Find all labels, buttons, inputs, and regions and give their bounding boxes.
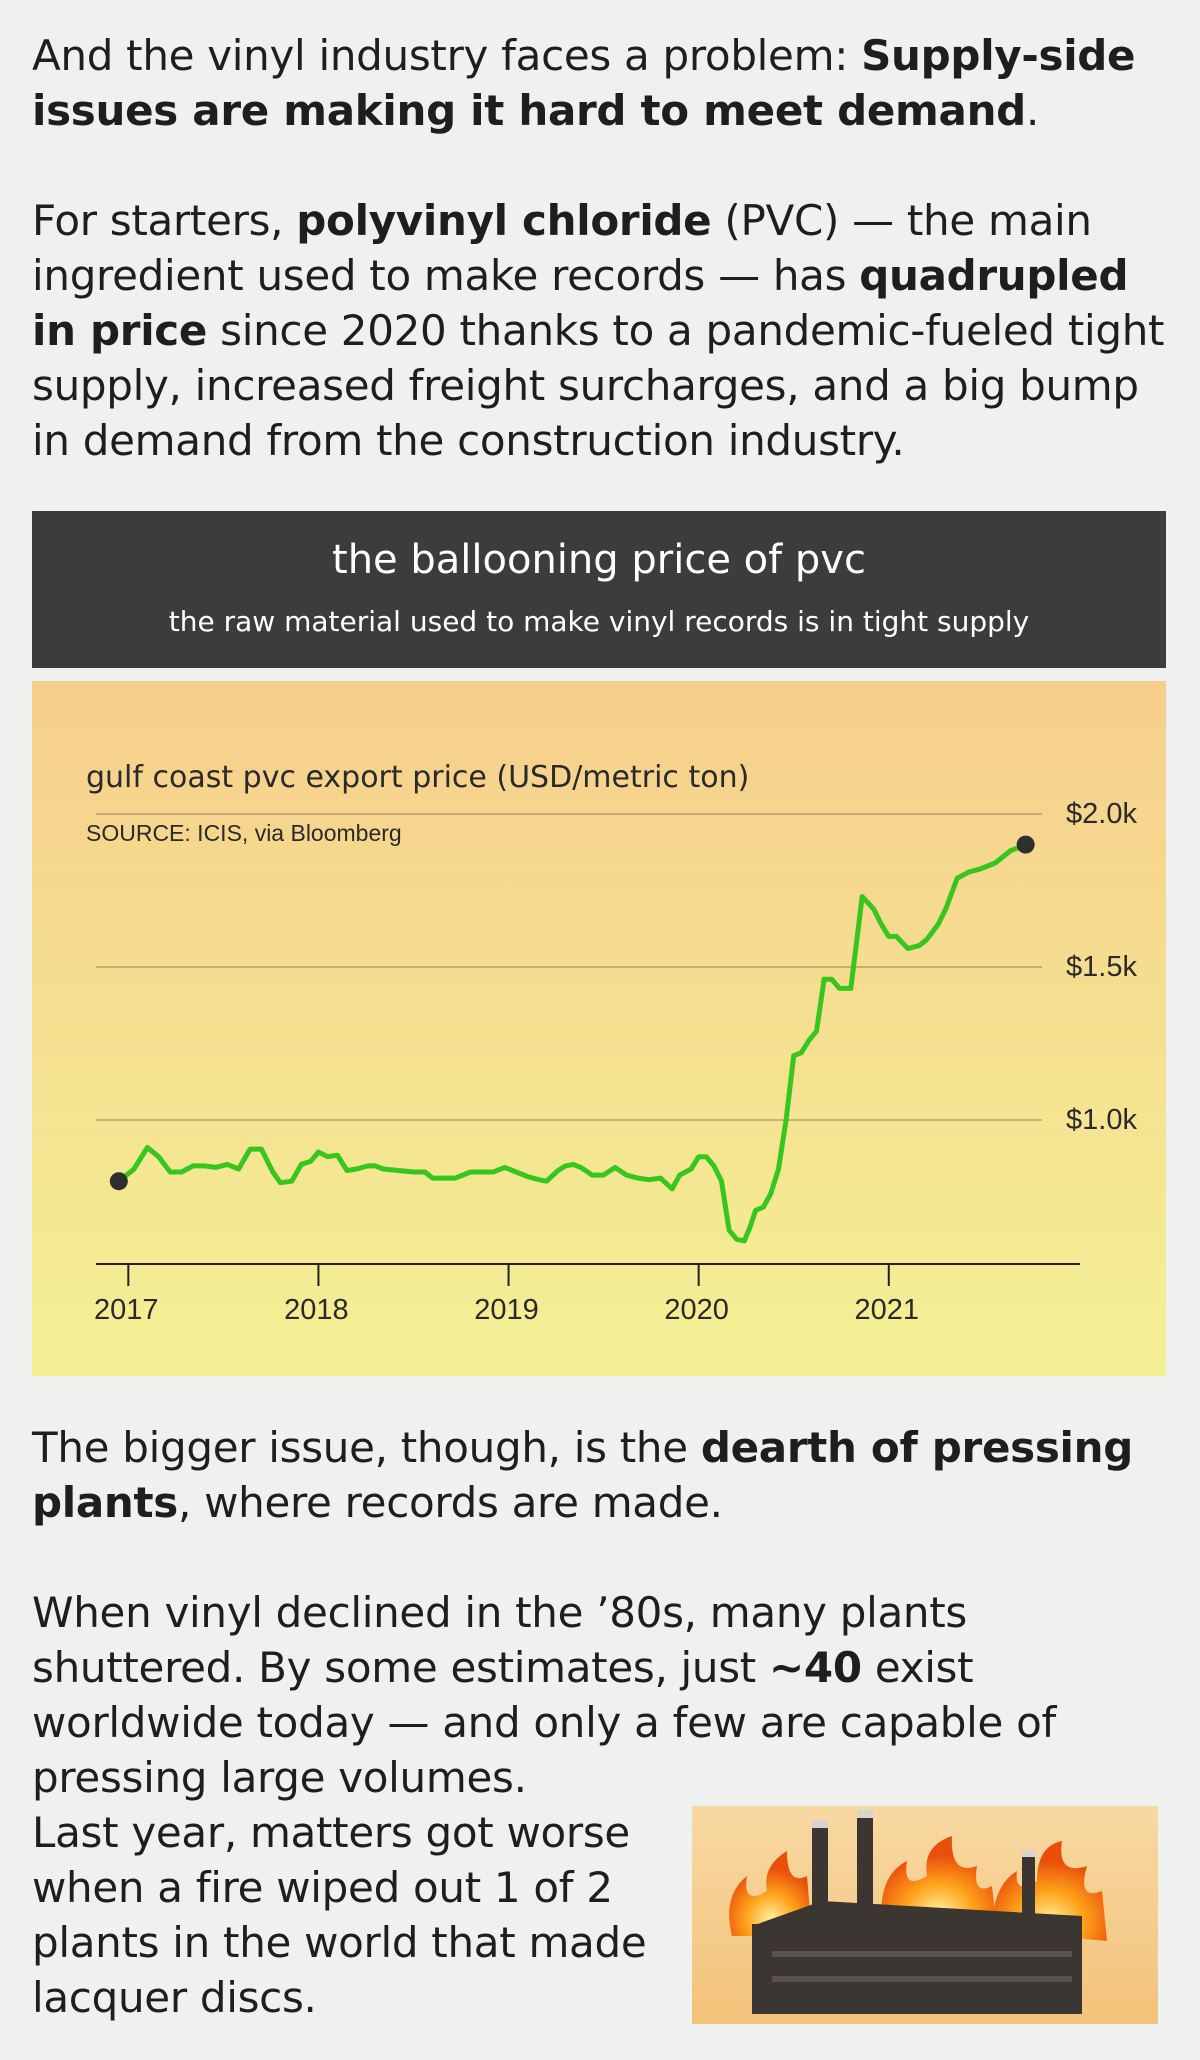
x-tick-label: 2017 (94, 1294, 159, 1326)
chart-header: the ballooning price of pvc the raw mate… (32, 511, 1166, 668)
chart-header-title: the ballooning price of pvc (332, 537, 866, 583)
intro-paragraph: And the vinyl industry faces a problem: … (32, 28, 1182, 138)
pvc-paragraph: For starters, polyvinyl chloride (PVC) —… (32, 193, 1182, 468)
p4-run-0: When vinyl declined in the ’80s, many pl… (32, 1588, 967, 1692)
end-point (1016, 835, 1035, 854)
p1-run-0: And the vinyl industry faces a problem: (32, 31, 862, 80)
p2-run-0: For starters, (32, 196, 297, 245)
y-tick-label: $1.5k (1066, 951, 1137, 983)
chart-header-subtitle: the raw material used to make vinyl reco… (168, 605, 1030, 638)
p3-run-1: dearth of pressing plants (32, 1423, 1134, 1527)
p3-run-2: , where records are made. (177, 1478, 723, 1527)
p2-run-4: since 2020 thanks to a pandemic-fueled t… (32, 306, 1165, 465)
pressing-plants-paragraph: The bigger issue, though, is the dearth … (32, 1420, 1182, 1530)
p2-run-3: quadrupled in price (32, 251, 1129, 355)
x-tick-label: 2018 (284, 1294, 349, 1326)
burning-factory-image (692, 1806, 1158, 2024)
pvc-price-chart: gulf coast pvc export price (USD/metric … (32, 681, 1166, 1376)
price-line (116, 842, 1029, 1244)
p3-run-0: The bigger issue, though, is the (32, 1423, 701, 1472)
fire-paragraph: Last year, matters got worse when a fire… (32, 1805, 672, 2025)
y-tick-label: $2.0k (1066, 798, 1137, 830)
decline-paragraph: When vinyl declined in the ’80s, many pl… (32, 1585, 1182, 1805)
p1-run-1: Supply-side issues are making it hard to… (32, 31, 1136, 135)
p1-run-2: . (1025, 86, 1039, 135)
y-tick-label: $1.0k (1066, 1104, 1137, 1136)
x-tick-label: 2020 (664, 1294, 729, 1326)
p5-run-0: Last year, matters got worse when a fire… (32, 1808, 647, 2022)
chart-source: SOURCE: ICIS, via Bloomberg (86, 820, 402, 846)
start-point (109, 1172, 128, 1191)
chart-background (32, 681, 1166, 1376)
p4-run-2: exist worldwide today — and only a few a… (32, 1643, 1057, 1802)
p4-run-1: ~40 (769, 1643, 862, 1692)
x-tick-label: 2021 (855, 1294, 920, 1326)
p2-run-2: (PVC) — the main ingredient used to make… (32, 196, 1092, 300)
chart-svg: gulf coast pvc export price (USD/metric … (32, 681, 1166, 1376)
p2-run-1: polyvinyl chloride (296, 196, 712, 245)
x-tick-label: 2019 (474, 1294, 539, 1326)
chart-title: gulf coast pvc export price (USD/metric … (86, 760, 749, 795)
